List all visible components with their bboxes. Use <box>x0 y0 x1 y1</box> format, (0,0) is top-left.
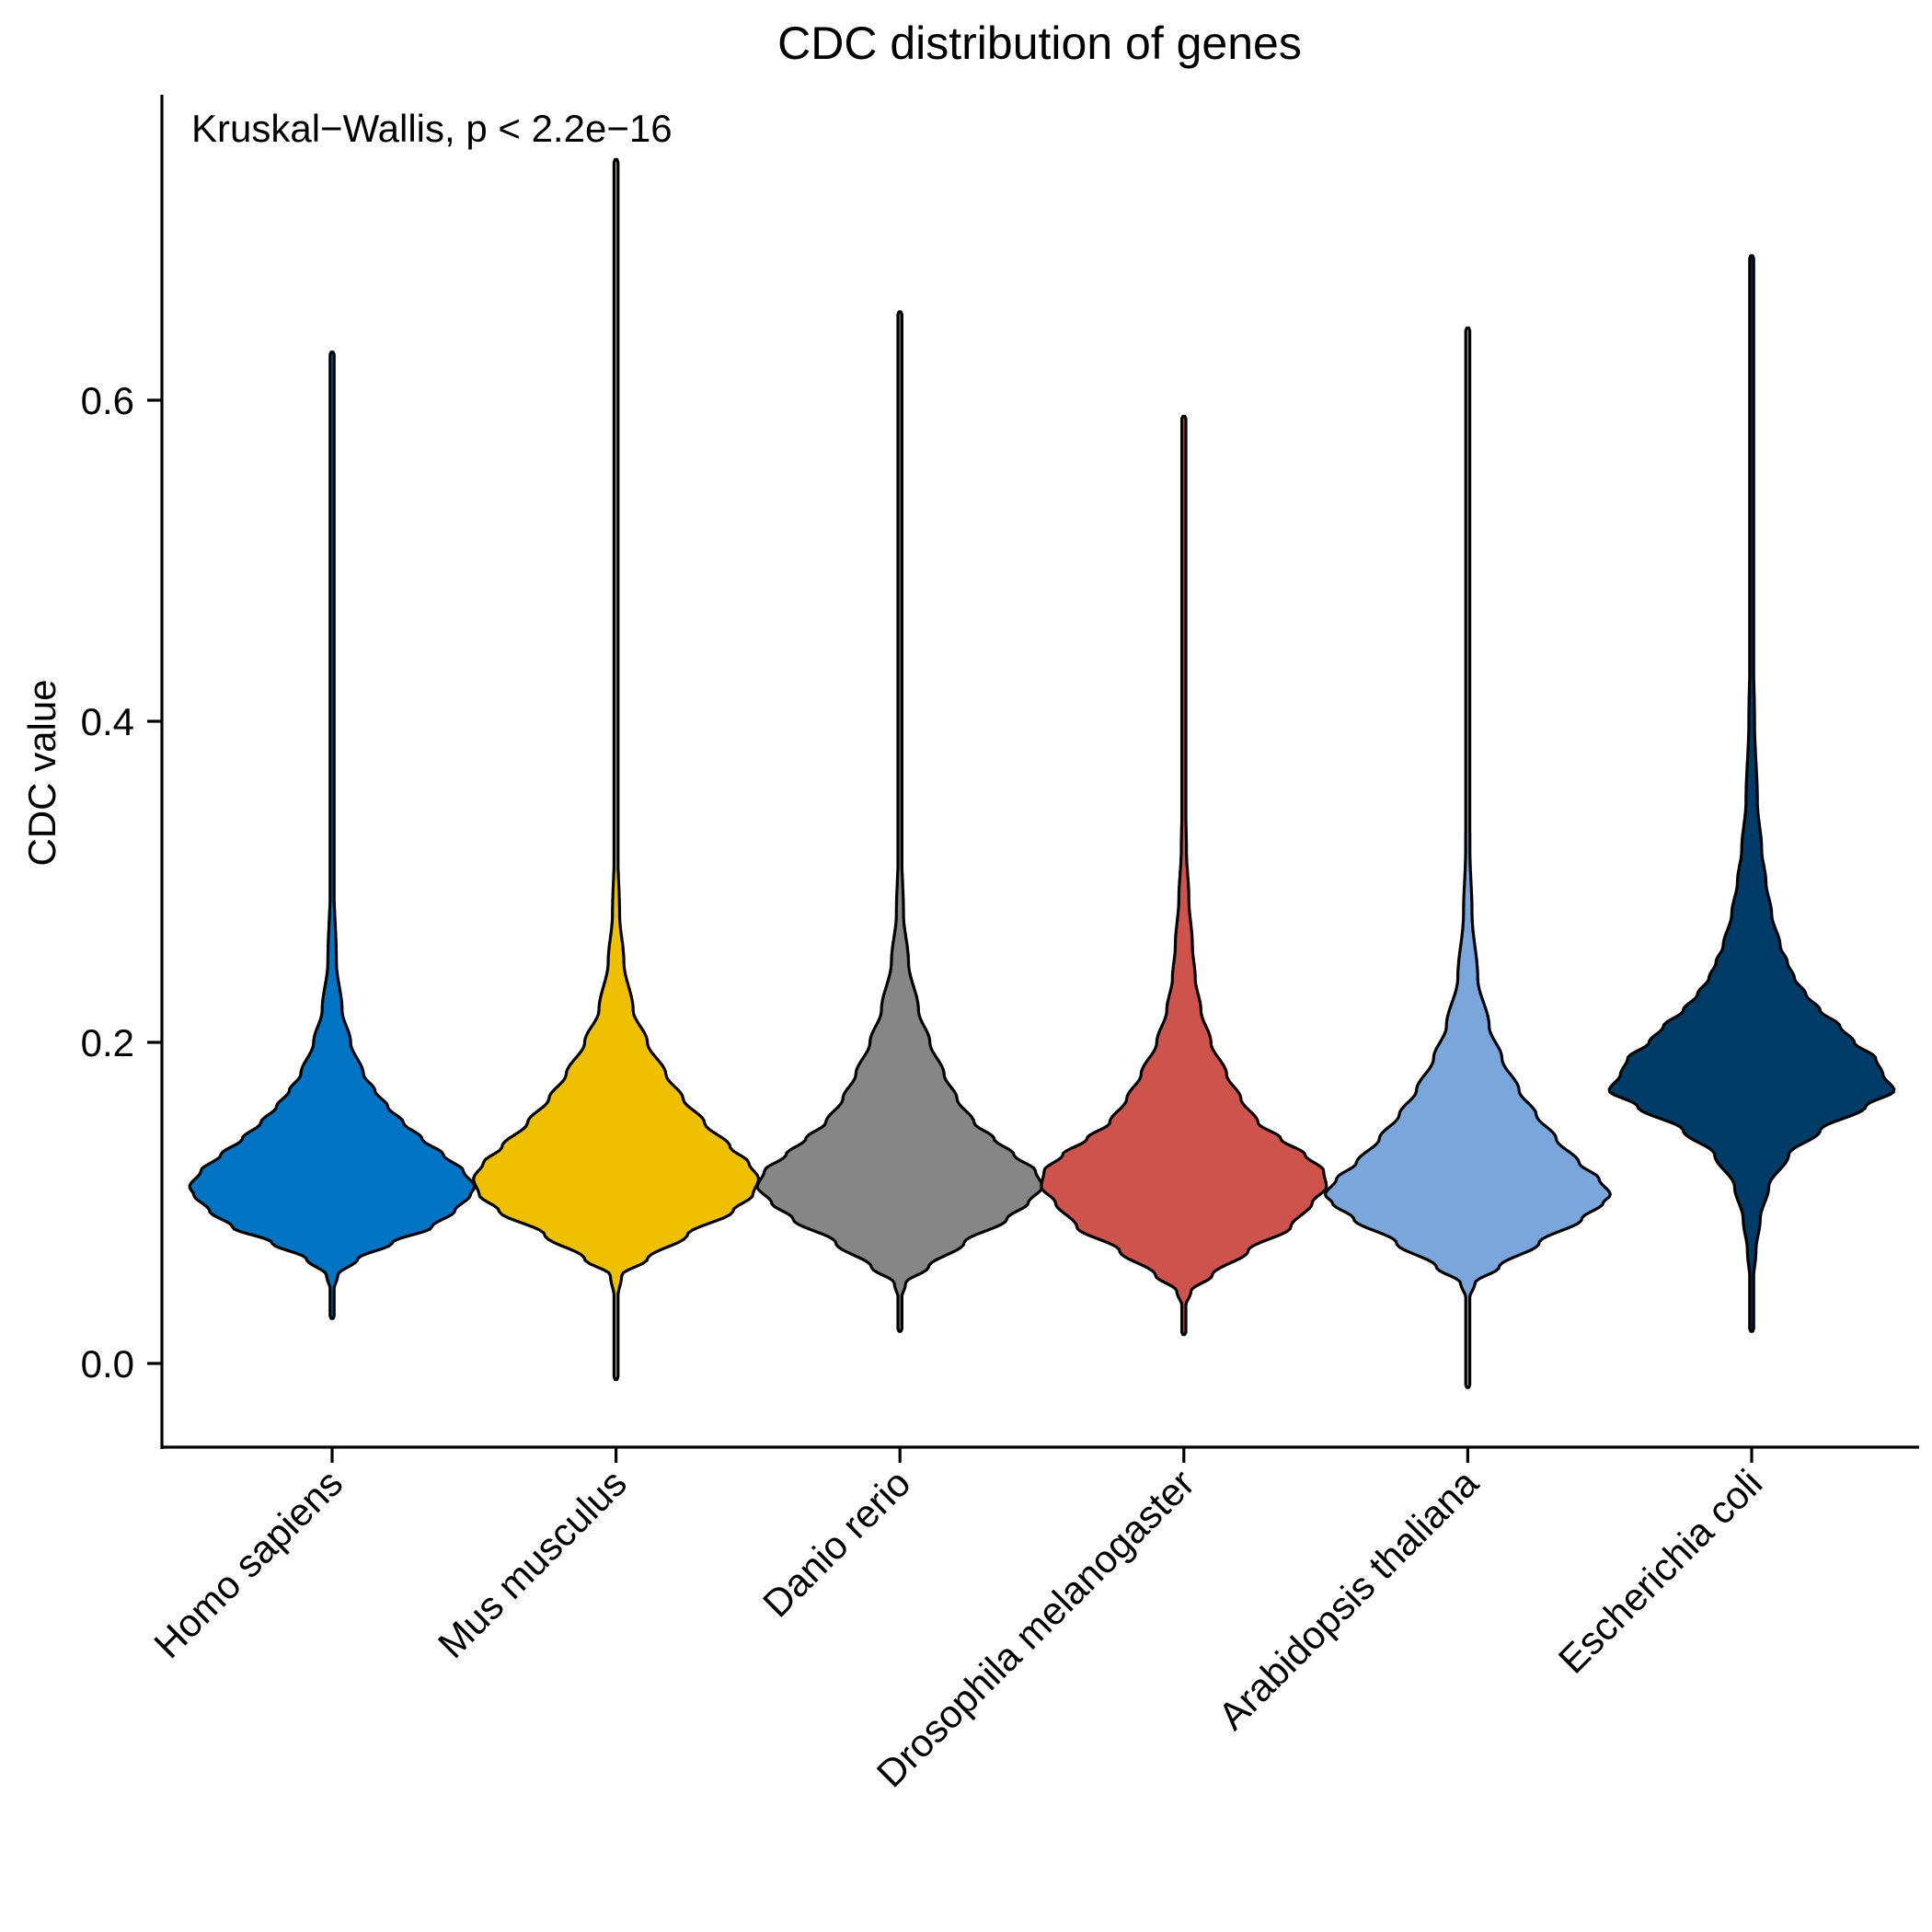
y-axis-label: CDC value <box>20 679 63 866</box>
y-tick-label: 0.6 <box>81 379 134 422</box>
kruskal-wallis-annotation: Kruskal−Wallis, p < 2.2e−16 <box>191 107 673 150</box>
x-tick-label-drosophila-melanogaster: Drosophila melanogaster <box>868 1461 1202 1795</box>
violins-group <box>188 157 1896 1389</box>
x-tick-label-danio-rerio: Danio rerio <box>754 1461 919 1626</box>
violin-danio-rerio <box>755 310 1044 1333</box>
violin-escherichia-coli <box>1607 254 1896 1333</box>
violin-drosophila-melanogaster <box>1040 414 1328 1337</box>
x-tick-label-escherichia-coli: Escherichia coli <box>1550 1461 1771 1682</box>
x-tick-label-arabidopsis-thaliana: Arabidopsis thaliana <box>1210 1461 1487 1738</box>
y-axis-ticks: 0.0 0.2 0.4 0.6 <box>81 379 162 1386</box>
y-tick-label: 0.0 <box>81 1342 134 1386</box>
x-tick-label-homo-sapiens: Homo sapiens <box>145 1461 351 1666</box>
x-axis-ticks: Homo sapiens Mus musculus Danio rerioDroso… <box>145 1447 1770 1796</box>
violin-mus-musculus <box>472 157 761 1382</box>
y-tick-label: 0.2 <box>81 1021 134 1064</box>
chart-title: CDC distribution of genes <box>777 17 1302 69</box>
violin-arabidopsis-thaliana <box>1323 326 1612 1389</box>
y-tick-label: 0.4 <box>81 700 134 743</box>
violin-homo-sapiens <box>188 351 477 1320</box>
x-tick-label-mus-musculus: Mus musculus <box>430 1461 635 1666</box>
